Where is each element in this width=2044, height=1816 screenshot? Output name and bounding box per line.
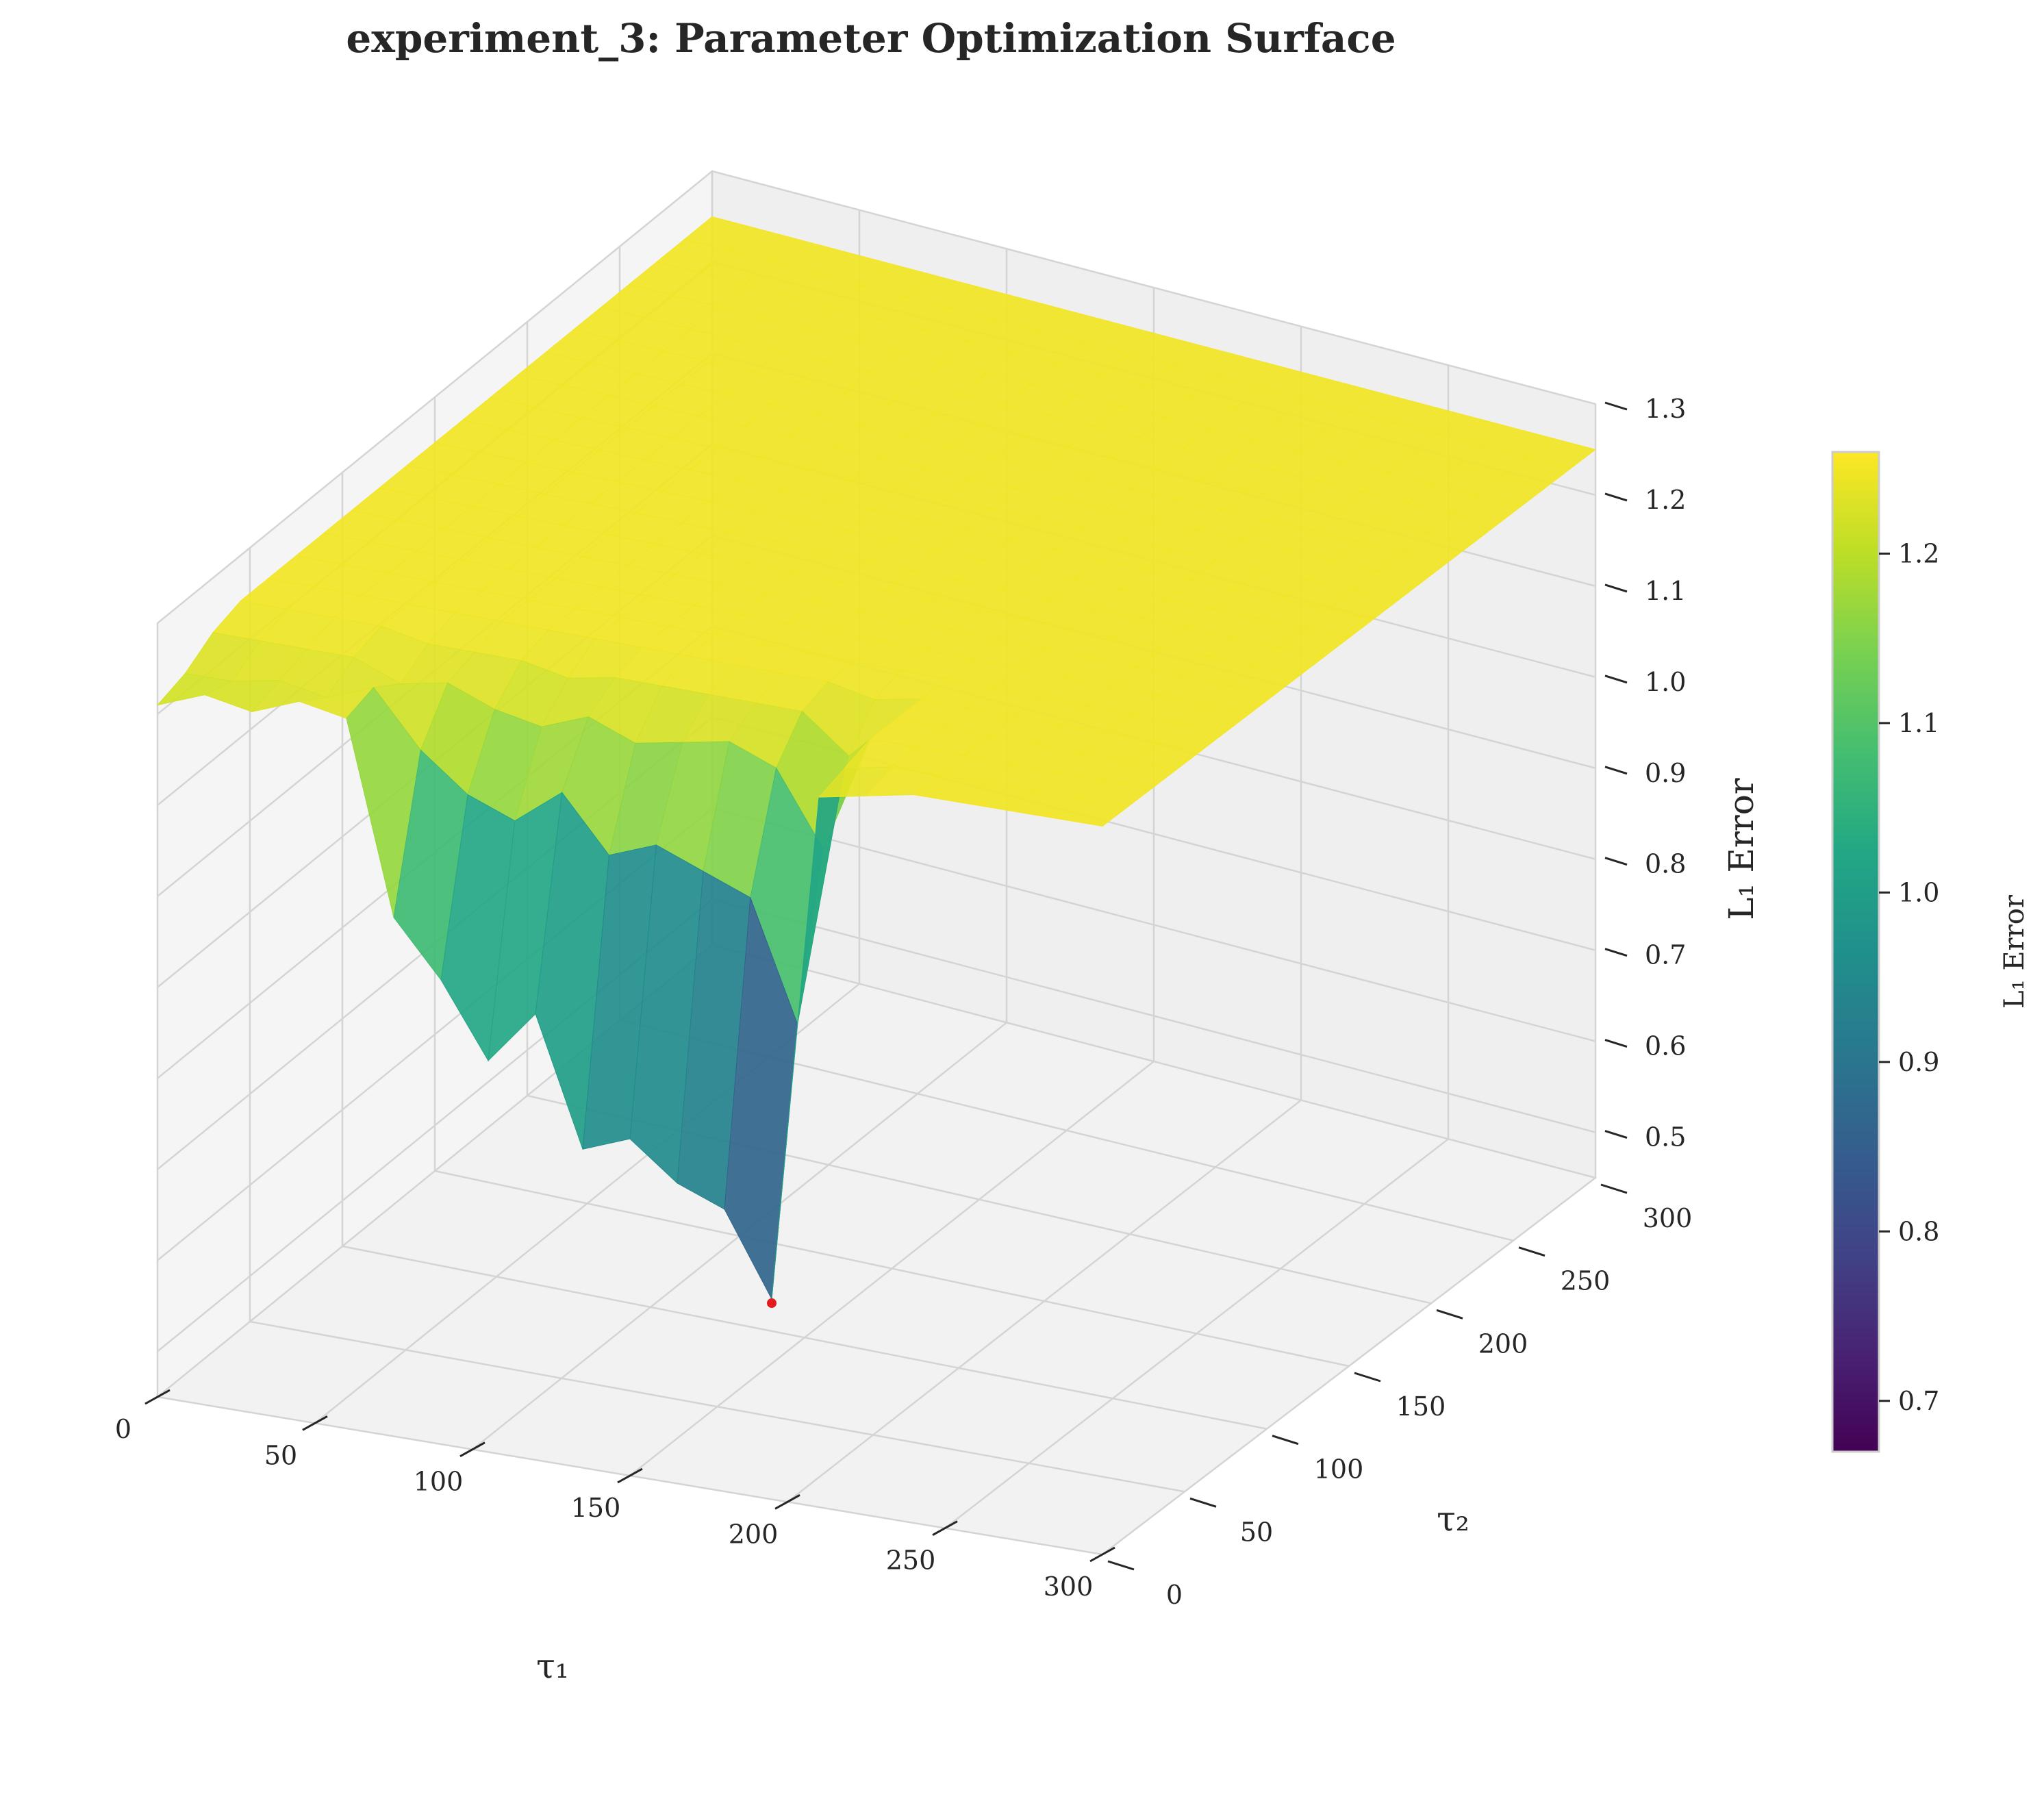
z-tick-mark — [1604, 948, 1628, 957]
z-tick-mark — [1604, 401, 1628, 411]
y-tick-mark — [1600, 1183, 1628, 1194]
colorbar — [1831, 451, 1880, 1453]
z-tick-label: 0.9 — [1645, 758, 1686, 788]
y-tick-mark — [1354, 1372, 1381, 1383]
x-tick-mark — [932, 1520, 958, 1536]
surface-patch — [1054, 798, 1128, 827]
y-tick-mark — [1272, 1435, 1299, 1446]
y-tick-mark — [1436, 1309, 1463, 1320]
x-tick-mark — [774, 1494, 800, 1510]
z-tick-label: 1.0 — [1645, 667, 1686, 697]
colorbar-tick-label: 0.7 — [1898, 1386, 1939, 1416]
colorbar-ticks: 0.7 0.8 0.9 1.0 1.1 1.2 — [1879, 538, 1939, 1416]
y-tick-mark — [1189, 1497, 1217, 1508]
x-tick-label: 300 — [1044, 1572, 1094, 1602]
z-tick-mark — [1604, 1130, 1628, 1139]
y-tick-label: 200 — [1478, 1328, 1528, 1359]
y-tick-label: 150 — [1396, 1391, 1446, 1422]
x-tick-mark — [302, 1415, 328, 1431]
x-tick-label: 250 — [886, 1546, 936, 1576]
z-tick-label: 1.1 — [1645, 576, 1686, 606]
y-tick-label: 0 — [1166, 1580, 1183, 1610]
x-tick-label: 50 — [264, 1440, 297, 1470]
colorbar-tick-label: 1.2 — [1898, 538, 1939, 568]
z-tick-mark — [1604, 583, 1628, 593]
z-tick-label: 1.2 — [1645, 485, 1686, 515]
x-tick-label: 0 — [115, 1414, 131, 1444]
y-tick-label: 100 — [1314, 1454, 1364, 1485]
y-tick-mark — [1518, 1246, 1545, 1257]
colorbar-tick-label: 1.0 — [1898, 877, 1939, 907]
chart-title: experiment_3: Parameter Optimization Sur… — [346, 15, 1396, 62]
grid-line-y — [249, 548, 1185, 1493]
z-tick-mark — [1604, 766, 1628, 775]
z-tick-label: 0.5 — [1645, 1122, 1686, 1152]
colorbar-label: L₁ Error — [1999, 894, 2030, 1009]
z-tick-mark — [1604, 674, 1628, 684]
y-tick-label: 50 — [1240, 1517, 1273, 1547]
x-tick-mark — [617, 1467, 643, 1484]
y-tick-label: 250 — [1561, 1266, 1611, 1296]
x-tick-mark — [144, 1389, 171, 1405]
y-tick-mark — [1107, 1560, 1135, 1571]
x-tick-mark — [459, 1441, 485, 1457]
z-tick-label: 1.3 — [1645, 394, 1686, 424]
colorbar-tick-label: 0.9 — [1898, 1047, 1939, 1077]
colorbar-tick-label: 1.1 — [1898, 708, 1939, 738]
z-tick-label: 0.7 — [1645, 940, 1686, 970]
grid-line-z — [157, 170, 1596, 624]
z-axis-label: L₁ Error — [1721, 778, 1761, 920]
z-tick-mark — [1604, 857, 1628, 866]
z-tick-mark — [1604, 1039, 1628, 1048]
x-tick-label: 200 — [729, 1519, 779, 1549]
y-axis-label: τ₂ — [1437, 1499, 1469, 1539]
x-tick-label: 100 — [414, 1467, 464, 1497]
z-tick-label: 0.6 — [1645, 1031, 1686, 1061]
grid-line-y — [341, 472, 1267, 1430]
y-tick-label: 300 — [1643, 1203, 1693, 1233]
colorbar-tick-label: 0.8 — [1898, 1216, 1939, 1246]
z-tick-mark — [1604, 492, 1628, 502]
z-tick-label: 0.8 — [1645, 849, 1686, 879]
axis-ticks: 0 50 100 150 200 250 300 0 50 100 150 200 250 300 0.5 0… — [115, 394, 1692, 1610]
x-axis-label: τ₁ — [536, 1646, 569, 1686]
x-tick-mark — [1089, 1546, 1115, 1563]
x-tick-label: 150 — [571, 1493, 621, 1523]
best-point-marker — [767, 1298, 777, 1309]
surface — [156, 216, 1597, 1309]
